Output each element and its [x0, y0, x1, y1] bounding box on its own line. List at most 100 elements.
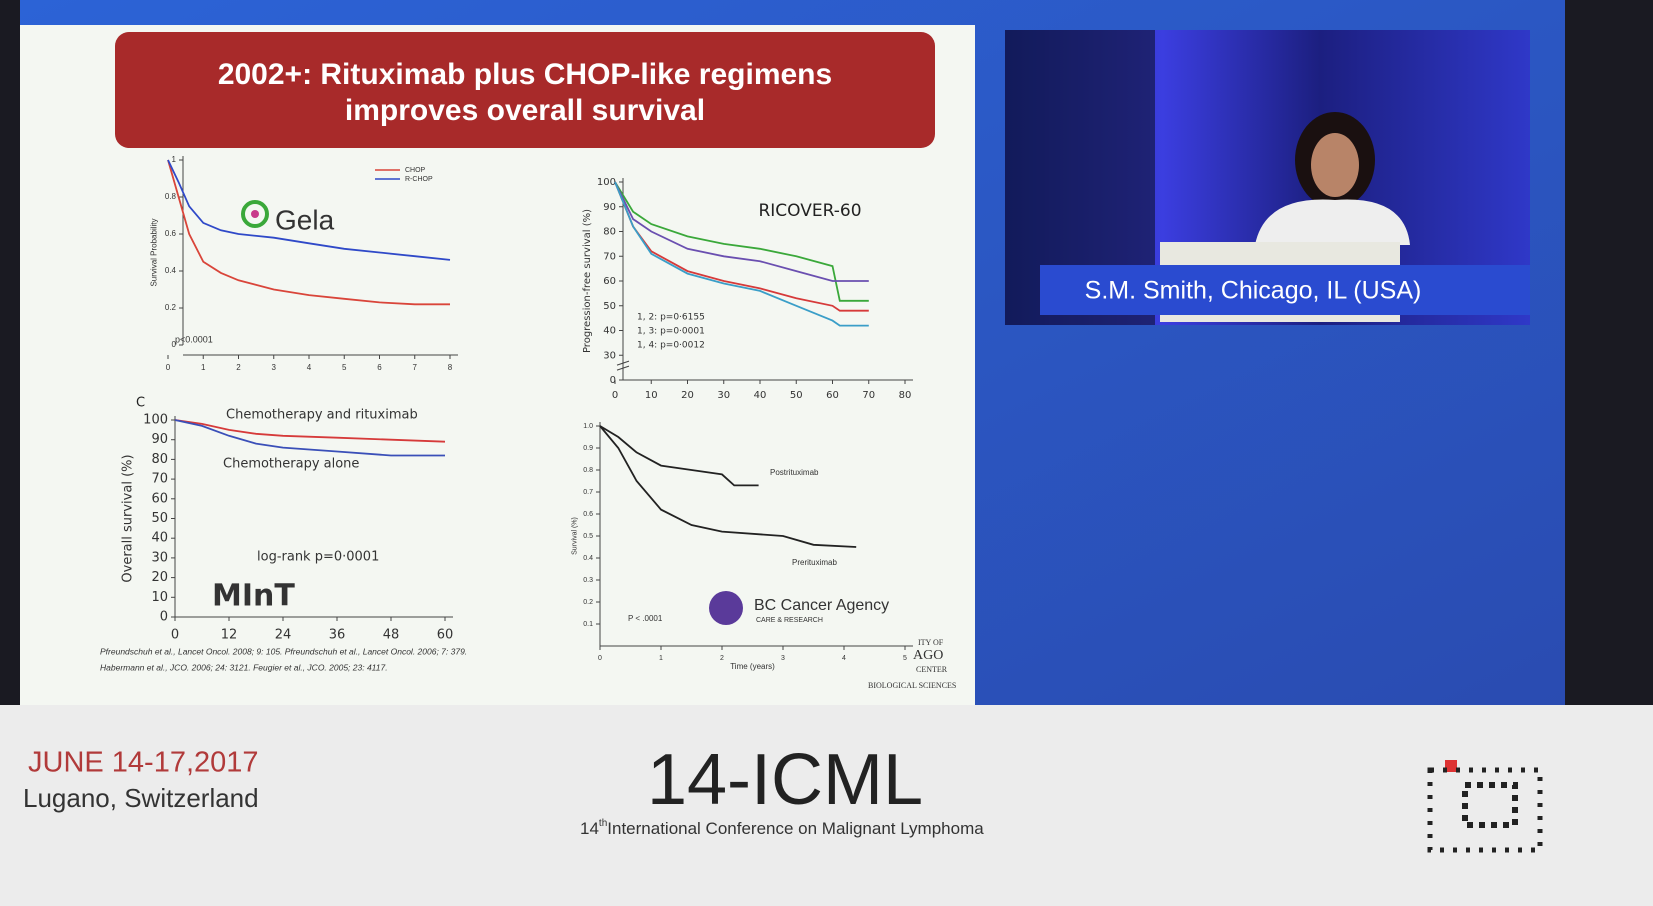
y-tick-label: 0.4 — [165, 266, 177, 275]
y-tick-label: 10 — [151, 590, 168, 605]
survival-curve — [599, 425, 759, 487]
survival-curve — [614, 181, 869, 282]
annotation: p<0.0001 — [175, 334, 213, 344]
y-tick-label: 0.9 — [583, 445, 593, 452]
speaker-body — [1255, 199, 1410, 245]
y-tick-label: 50 — [151, 511, 168, 526]
x-tick-label: 1 — [201, 363, 206, 372]
y-tick-label: 30 — [151, 550, 168, 565]
series-label: Chemotherapy alone — [223, 457, 359, 472]
gela-logo — [241, 200, 269, 228]
caption-bar — [1040, 265, 1530, 315]
logo-square — [1445, 760, 1457, 772]
annotation: log-rank p=0·0001 — [257, 550, 379, 565]
slide-title: improves overall survival — [345, 94, 705, 127]
chart-title: RICOVER-60 — [758, 201, 861, 221]
x-tick-label: 80 — [899, 390, 912, 401]
logo-text: ITY OF — [918, 638, 944, 647]
x-tick-label: 2 — [236, 363, 241, 372]
annotation: CARE & RESEARCH — [756, 617, 823, 624]
y-tick-label: 40 — [603, 326, 616, 337]
y-tick-label: 80 — [603, 227, 616, 238]
annotation: BC Cancer Agency — [754, 597, 889, 614]
x-tick-label: 12 — [221, 628, 238, 643]
x-tick-label: 36 — [329, 628, 346, 643]
annotation: 1, 4: p=0·0012 — [637, 341, 705, 351]
survival-curve — [167, 159, 450, 306]
title-box — [115, 32, 935, 148]
x-tick-label: 30 — [717, 390, 730, 401]
x-tick-label: 40 — [754, 390, 767, 401]
y-tick-label: 0.5 — [583, 533, 593, 540]
slide-title: 2002+: Rituximab plus CHOP-like regimens — [218, 58, 832, 91]
x-axis-label: Time (years) — [730, 662, 775, 671]
annotation: 1, 3: p=0·0001 — [637, 327, 705, 337]
x-tick-label: 4 — [842, 655, 846, 662]
x-tick-label: 5 — [342, 363, 347, 372]
x-tick-label: 0 — [612, 390, 618, 401]
x-tick-label: 3 — [272, 363, 277, 372]
y-axis-label: Survival Probability — [149, 218, 158, 286]
survival-curve — [167, 159, 451, 261]
x-tick-label: 0 — [171, 628, 179, 643]
x-tick-label: 50 — [790, 390, 803, 401]
x-tick-label: 6 — [377, 363, 382, 372]
y-tick-label: 60 — [151, 491, 168, 506]
y-tick-label: 1 — [172, 155, 177, 164]
x-tick-label: 7 — [413, 363, 418, 372]
gela-logo — [251, 210, 259, 218]
y-axis-label: Survival (%) — [572, 517, 579, 555]
x-tick-label: 1 — [659, 655, 663, 662]
y-tick-label: 90 — [151, 432, 168, 447]
logo-text: BIOLOGICAL SCIENCES — [868, 681, 956, 690]
reference: Habermann et al., JCO. 2006; 24: 3121. F… — [100, 662, 388, 672]
y-tick-label: 0.3 — [583, 577, 593, 584]
x-tick-label: 70 — [862, 390, 875, 401]
series-label: Postrituximab — [770, 468, 819, 477]
footer-conference: 14-ICML — [647, 740, 923, 820]
icml-logo — [1427, 760, 1543, 853]
y-tick-label: 0 — [172, 340, 177, 349]
y-tick-label: 40 — [151, 531, 168, 546]
y-tick-label: 0.7 — [583, 489, 593, 496]
x-tick-label: 5 — [903, 655, 907, 662]
subtitle-suffix: th — [599, 818, 607, 829]
x-tick-label: 10 — [645, 390, 658, 401]
footer-subtitle: 14thInternational Conference on Malignan… — [580, 818, 984, 839]
annotation: P < .0001 — [628, 614, 663, 623]
series-label: Prerituximab — [792, 558, 837, 567]
video: S.M. Smith, Chicago, IL (USA) — [1005, 30, 1530, 325]
y-tick-label: 0.2 — [583, 599, 593, 606]
logo-pattern — [1462, 782, 1518, 828]
y-tick-label: 0.6 — [583, 511, 593, 518]
logo-text: CENTER — [916, 665, 948, 674]
x-tick-label: 0 — [166, 363, 171, 372]
y-tick-label: 50 — [603, 301, 616, 312]
y-tick-label: 90 — [603, 202, 616, 213]
y-tick-label: 0.4 — [583, 555, 593, 562]
y-tick-label: 0 — [610, 375, 616, 386]
y-tick-label: 100 — [143, 413, 168, 428]
annotation: 1, 2: p=0·6155 — [637, 313, 705, 323]
y-tick-label: 0 — [160, 610, 168, 625]
axis-break — [616, 360, 630, 371]
survival-curve — [174, 419, 445, 457]
logo: ITY OF AGO CENTER BIOLOGICAL SCIENCES — [868, 638, 956, 690]
reference: Pfreundschuh et al., Lancet Oncol. 2008;… — [100, 646, 467, 656]
x-tick-label: 48 — [383, 628, 400, 643]
legend-label: R-CHOP — [405, 176, 433, 183]
y-axis-label: Overall survival (%) — [121, 454, 136, 582]
annotation: MInT — [212, 579, 295, 614]
y-tick-label: 0.8 — [165, 192, 177, 201]
speaker-face — [1311, 133, 1359, 197]
y-tick-label: 0.1 — [583, 621, 593, 628]
y-tick-label: 0.8 — [583, 467, 593, 474]
x-tick-label: 20 — [681, 390, 694, 401]
y-tick-label: 100 — [597, 177, 616, 188]
survival-curve — [614, 181, 869, 302]
legend-label: CHOP — [405, 167, 426, 174]
x-tick-label: 3 — [781, 655, 785, 662]
x-tick-label: 24 — [275, 628, 292, 643]
y-tick-label: 80 — [151, 452, 168, 467]
